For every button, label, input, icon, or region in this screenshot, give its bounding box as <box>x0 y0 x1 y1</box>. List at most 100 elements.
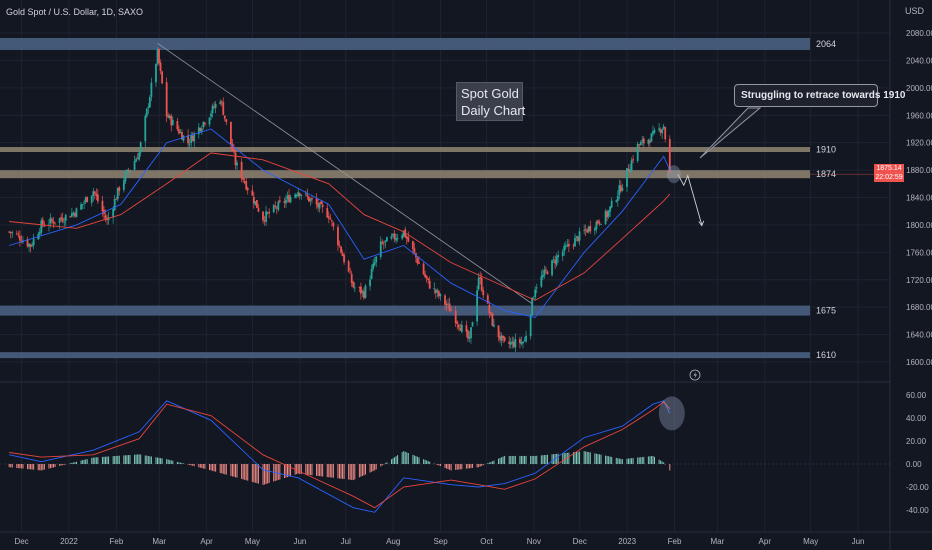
candle-body <box>268 211 271 214</box>
candle-body <box>101 200 104 212</box>
candle-body <box>499 336 501 340</box>
candle-body <box>326 207 329 218</box>
candle-body <box>552 259 555 261</box>
candle-body <box>295 195 298 197</box>
candle-body <box>18 235 21 241</box>
candle-body <box>447 303 449 305</box>
candle-body <box>193 133 196 142</box>
candle-body <box>503 337 506 341</box>
candle-body <box>401 235 404 239</box>
symbol-header[interactable]: Gold Spot / U.S. Dollar, 1D, SAXO <box>6 7 144 17</box>
candle-body <box>223 115 226 119</box>
candle-body <box>327 216 330 219</box>
candle-body <box>283 201 286 203</box>
candle-body <box>444 295 446 305</box>
candle-body <box>116 187 119 200</box>
candle-body <box>509 342 512 345</box>
price-zone <box>0 147 810 153</box>
candle-body <box>210 113 212 117</box>
candle-body <box>434 289 437 293</box>
y-tick-label: 1920.00 <box>906 139 932 148</box>
candle-body <box>31 245 34 246</box>
macd-tick-label: 60.00 <box>906 391 927 400</box>
price-zone <box>0 305 810 316</box>
candle-body <box>545 269 547 271</box>
candle-body <box>167 115 170 118</box>
candle-body <box>309 198 312 202</box>
x-tick-label: Oct <box>480 537 493 546</box>
candle-body <box>28 243 30 247</box>
candle-body <box>254 201 257 205</box>
candle-body <box>652 131 654 134</box>
candle-body <box>190 135 193 144</box>
candle-body <box>454 310 457 324</box>
candle-body <box>75 208 78 218</box>
candle-body <box>54 222 56 224</box>
candle-body <box>306 194 309 197</box>
candle-body <box>636 143 639 161</box>
candle-body <box>629 169 631 173</box>
candle-body <box>225 119 228 123</box>
candle-body <box>211 105 214 114</box>
candle-body <box>497 325 500 338</box>
candle-body <box>480 277 483 291</box>
candle-body <box>332 222 335 227</box>
candle-body <box>564 245 567 247</box>
candle-body <box>476 290 479 322</box>
candle-body <box>471 322 474 327</box>
y-tick-label: 1600.00 <box>906 358 932 367</box>
y-tick-label: 1680.00 <box>906 303 932 312</box>
y-tick-label: 2080.00 <box>906 29 932 38</box>
candle-body <box>236 162 238 166</box>
candle-body <box>315 198 318 205</box>
candle-body <box>456 321 459 324</box>
candle-body <box>664 127 667 140</box>
candle-body <box>616 196 619 201</box>
candle-body <box>127 170 130 172</box>
candle-body <box>567 244 570 247</box>
candle-body <box>245 181 248 190</box>
candle-body <box>543 269 546 276</box>
candle-body <box>329 218 332 220</box>
candle-body <box>566 244 569 246</box>
candle-body <box>170 115 173 126</box>
candle-body <box>416 257 419 264</box>
candle-body <box>272 205 275 213</box>
candle-body <box>165 82 168 117</box>
candle-body <box>583 230 586 232</box>
candle-body <box>427 278 430 281</box>
candle-body <box>486 295 489 304</box>
candle-body <box>532 298 535 299</box>
candle-body <box>83 202 86 204</box>
candle-body <box>563 245 566 252</box>
candle-body <box>390 236 393 239</box>
x-tick-label: May <box>803 537 818 546</box>
candle-body <box>9 231 12 234</box>
candle-body <box>520 341 523 345</box>
candle-body <box>263 220 266 222</box>
candle-body <box>275 207 278 209</box>
candle-body <box>343 254 345 263</box>
candle-body <box>199 128 202 131</box>
candle-body <box>514 339 517 348</box>
x-tick-label: Nov <box>527 537 541 546</box>
candle-body <box>95 193 98 196</box>
candle-body <box>407 237 410 242</box>
chart-title-box[interactable]: Spot Gold Daily Chart <box>456 82 525 121</box>
candle-body <box>422 263 425 275</box>
candle-body <box>72 212 75 215</box>
candle-body <box>358 286 361 288</box>
x-tick-label: Jun <box>293 537 306 546</box>
candle-body <box>294 194 297 198</box>
candle-body <box>385 237 388 242</box>
candle-body <box>219 101 222 104</box>
macd-highlight-circle <box>658 396 685 431</box>
macd-tick-label: 20.00 <box>906 437 927 446</box>
currency-label[interactable]: USD <box>905 6 925 16</box>
callout-box[interactable]: Struggling to retrace towards 1910 <box>734 84 906 107</box>
candle-body <box>658 128 660 131</box>
macd-tick-label: -40.00 <box>906 506 929 515</box>
